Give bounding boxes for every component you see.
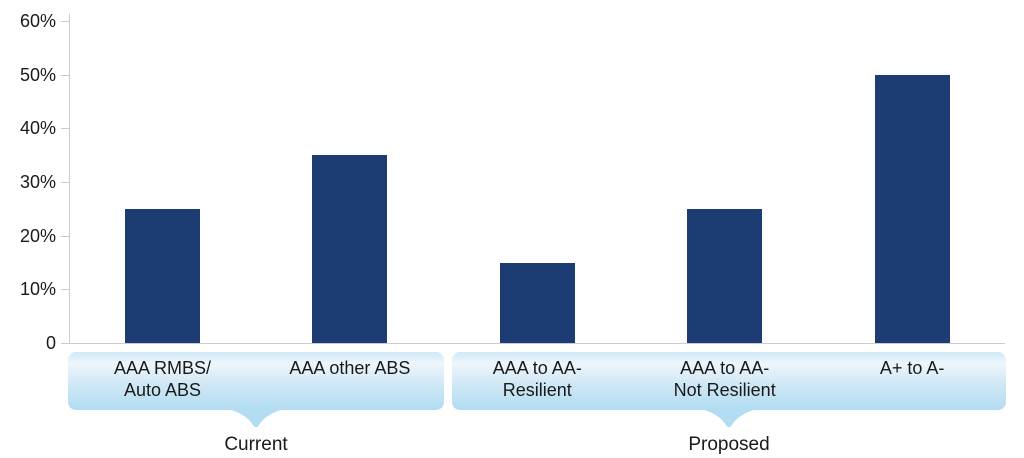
bar-0 (125, 208, 200, 343)
y-axis-tick-label: 20% (19, 226, 56, 246)
y-axis-tick (61, 75, 69, 76)
bar-2 (499, 262, 575, 343)
y-axis-tick-label: 10% (19, 279, 56, 299)
category-label-2: AAA to AA- Resilient (492, 358, 582, 400)
y-axis-tick-label: 0 (45, 333, 56, 353)
bar-3 (687, 208, 763, 343)
group-label-1: Proposed (688, 434, 770, 455)
category-label-0: AAA RMBS/ Auto ABS (113, 358, 212, 400)
x-axis-line (69, 343, 1005, 344)
label-band-1 (452, 352, 1006, 410)
y-axis-tick-label: 40% (19, 118, 56, 138)
y-axis-tick-label: 30% (19, 172, 56, 192)
y-axis-line (69, 14, 70, 344)
label-band-0 (68, 352, 444, 410)
band-pointer-0 (227, 409, 285, 429)
y-axis-tick (61, 21, 69, 22)
y-axis-tick-label: 50% (19, 65, 56, 85)
y-axis-tick (61, 128, 69, 129)
category-label-3: AAA to AA- Not Resilient (673, 358, 776, 400)
y-axis-tick (61, 236, 69, 237)
bar-4 (874, 74, 950, 343)
category-label-4: A+ to A- (879, 358, 945, 378)
bar-1 (312, 155, 388, 343)
y-axis-tick (61, 182, 69, 183)
category-label-1: AAA other ABS (289, 358, 411, 378)
y-axis-tick-label: 60% (19, 11, 56, 31)
y-axis-tick (61, 343, 69, 344)
band-pointer-1 (700, 409, 758, 429)
group-label-0: Current (224, 434, 288, 455)
y-axis-tick (61, 289, 69, 290)
